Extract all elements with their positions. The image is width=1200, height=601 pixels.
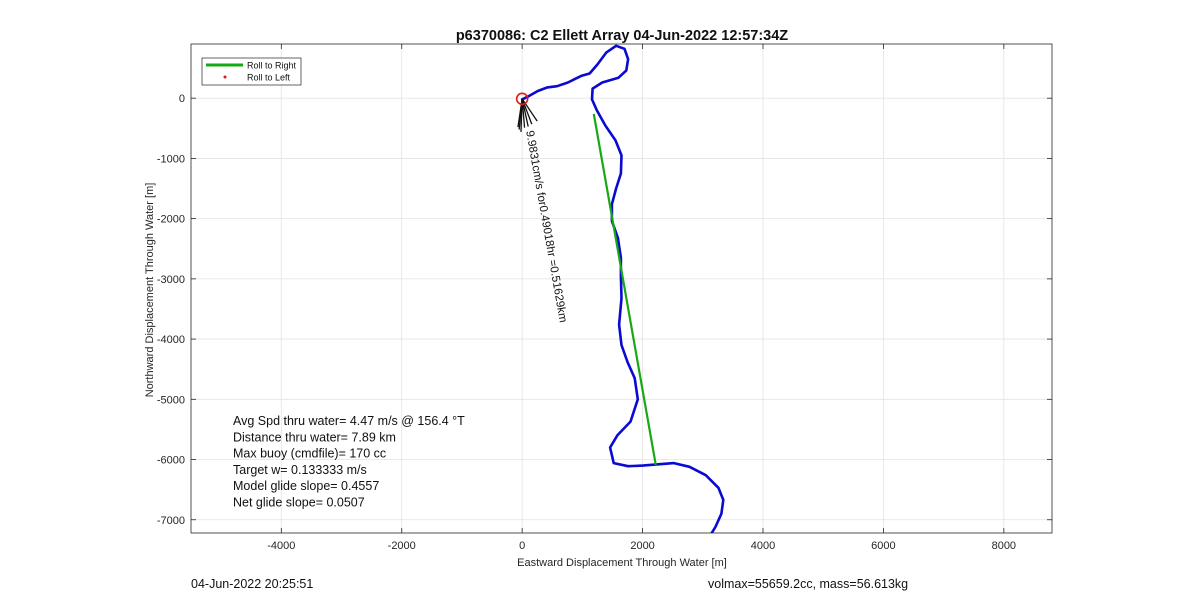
footer-vessel-info: volmax=55659.2cc, mass=56.613kg — [708, 577, 909, 591]
stats-line: Max buoy (cmdfile)= 170 cc — [233, 447, 386, 461]
stats-line: Distance thru water= 7.89 km — [233, 430, 396, 444]
y-tick-label: -5000 — [157, 394, 185, 406]
drift-tick — [521, 98, 533, 125]
drift-tick — [521, 98, 538, 122]
y-tick-label: -7000 — [157, 515, 185, 527]
start-marker — [515, 92, 529, 106]
x-tick-label: 0 — [519, 540, 525, 552]
x-tick-label: 6000 — [871, 540, 895, 552]
x-tick-label: 2000 — [630, 540, 654, 552]
chart-title: p6370086: C2 Ellett Array 04-Jun-2022 12… — [456, 28, 788, 44]
x-tick-label: -2000 — [388, 540, 416, 552]
stats-line: Net glide slope= 0.0507 — [233, 496, 365, 510]
footer-timestamp: 04-Jun-2022 20:25:51 — [191, 577, 314, 591]
axes-frame — [190, 43, 1053, 534]
stats-line: Target w= 0.133333 m/s — [233, 463, 367, 477]
x-tick-label: 8000 — [992, 540, 1016, 552]
legend-label-roll-right: Roll to Right — [247, 61, 297, 71]
stats-line: Model glide slope= 0.4557 — [233, 479, 379, 493]
stats-line: Avg Spd thru water= 4.47 m/s @ 156.4 °T — [233, 414, 465, 428]
series-layer — [515, 44, 725, 533]
roll-right-segment — [592, 113, 657, 466]
legend-marker-roll-left — [223, 75, 227, 79]
legend: Roll to Right Roll to Left — [201, 57, 302, 86]
axis-ticks: -4000 -2000 0 2000 4000 6000 8000 0 -1000 -2000 -3… — [157, 44, 1052, 552]
y-tick-label: -4000 — [157, 334, 185, 346]
legend-box — [201, 57, 302, 86]
y-tick-label: -1000 — [157, 153, 185, 165]
x-tick-label: -4000 — [267, 540, 295, 552]
y-tick-label: -3000 — [157, 274, 185, 286]
x-tick-label: 4000 — [751, 540, 775, 552]
x-axis-label: Eastward Displacement Through Water [m] — [517, 557, 727, 569]
legend-label-roll-left: Roll to Left — [247, 73, 291, 83]
y-tick-label: 0 — [179, 93, 185, 105]
y-tick-label: -6000 — [157, 455, 185, 467]
glider-track — [520, 44, 725, 533]
y-axis-label: Northward Displacement Through Water [m] — [144, 183, 156, 398]
y-tick-label: -2000 — [157, 214, 185, 226]
